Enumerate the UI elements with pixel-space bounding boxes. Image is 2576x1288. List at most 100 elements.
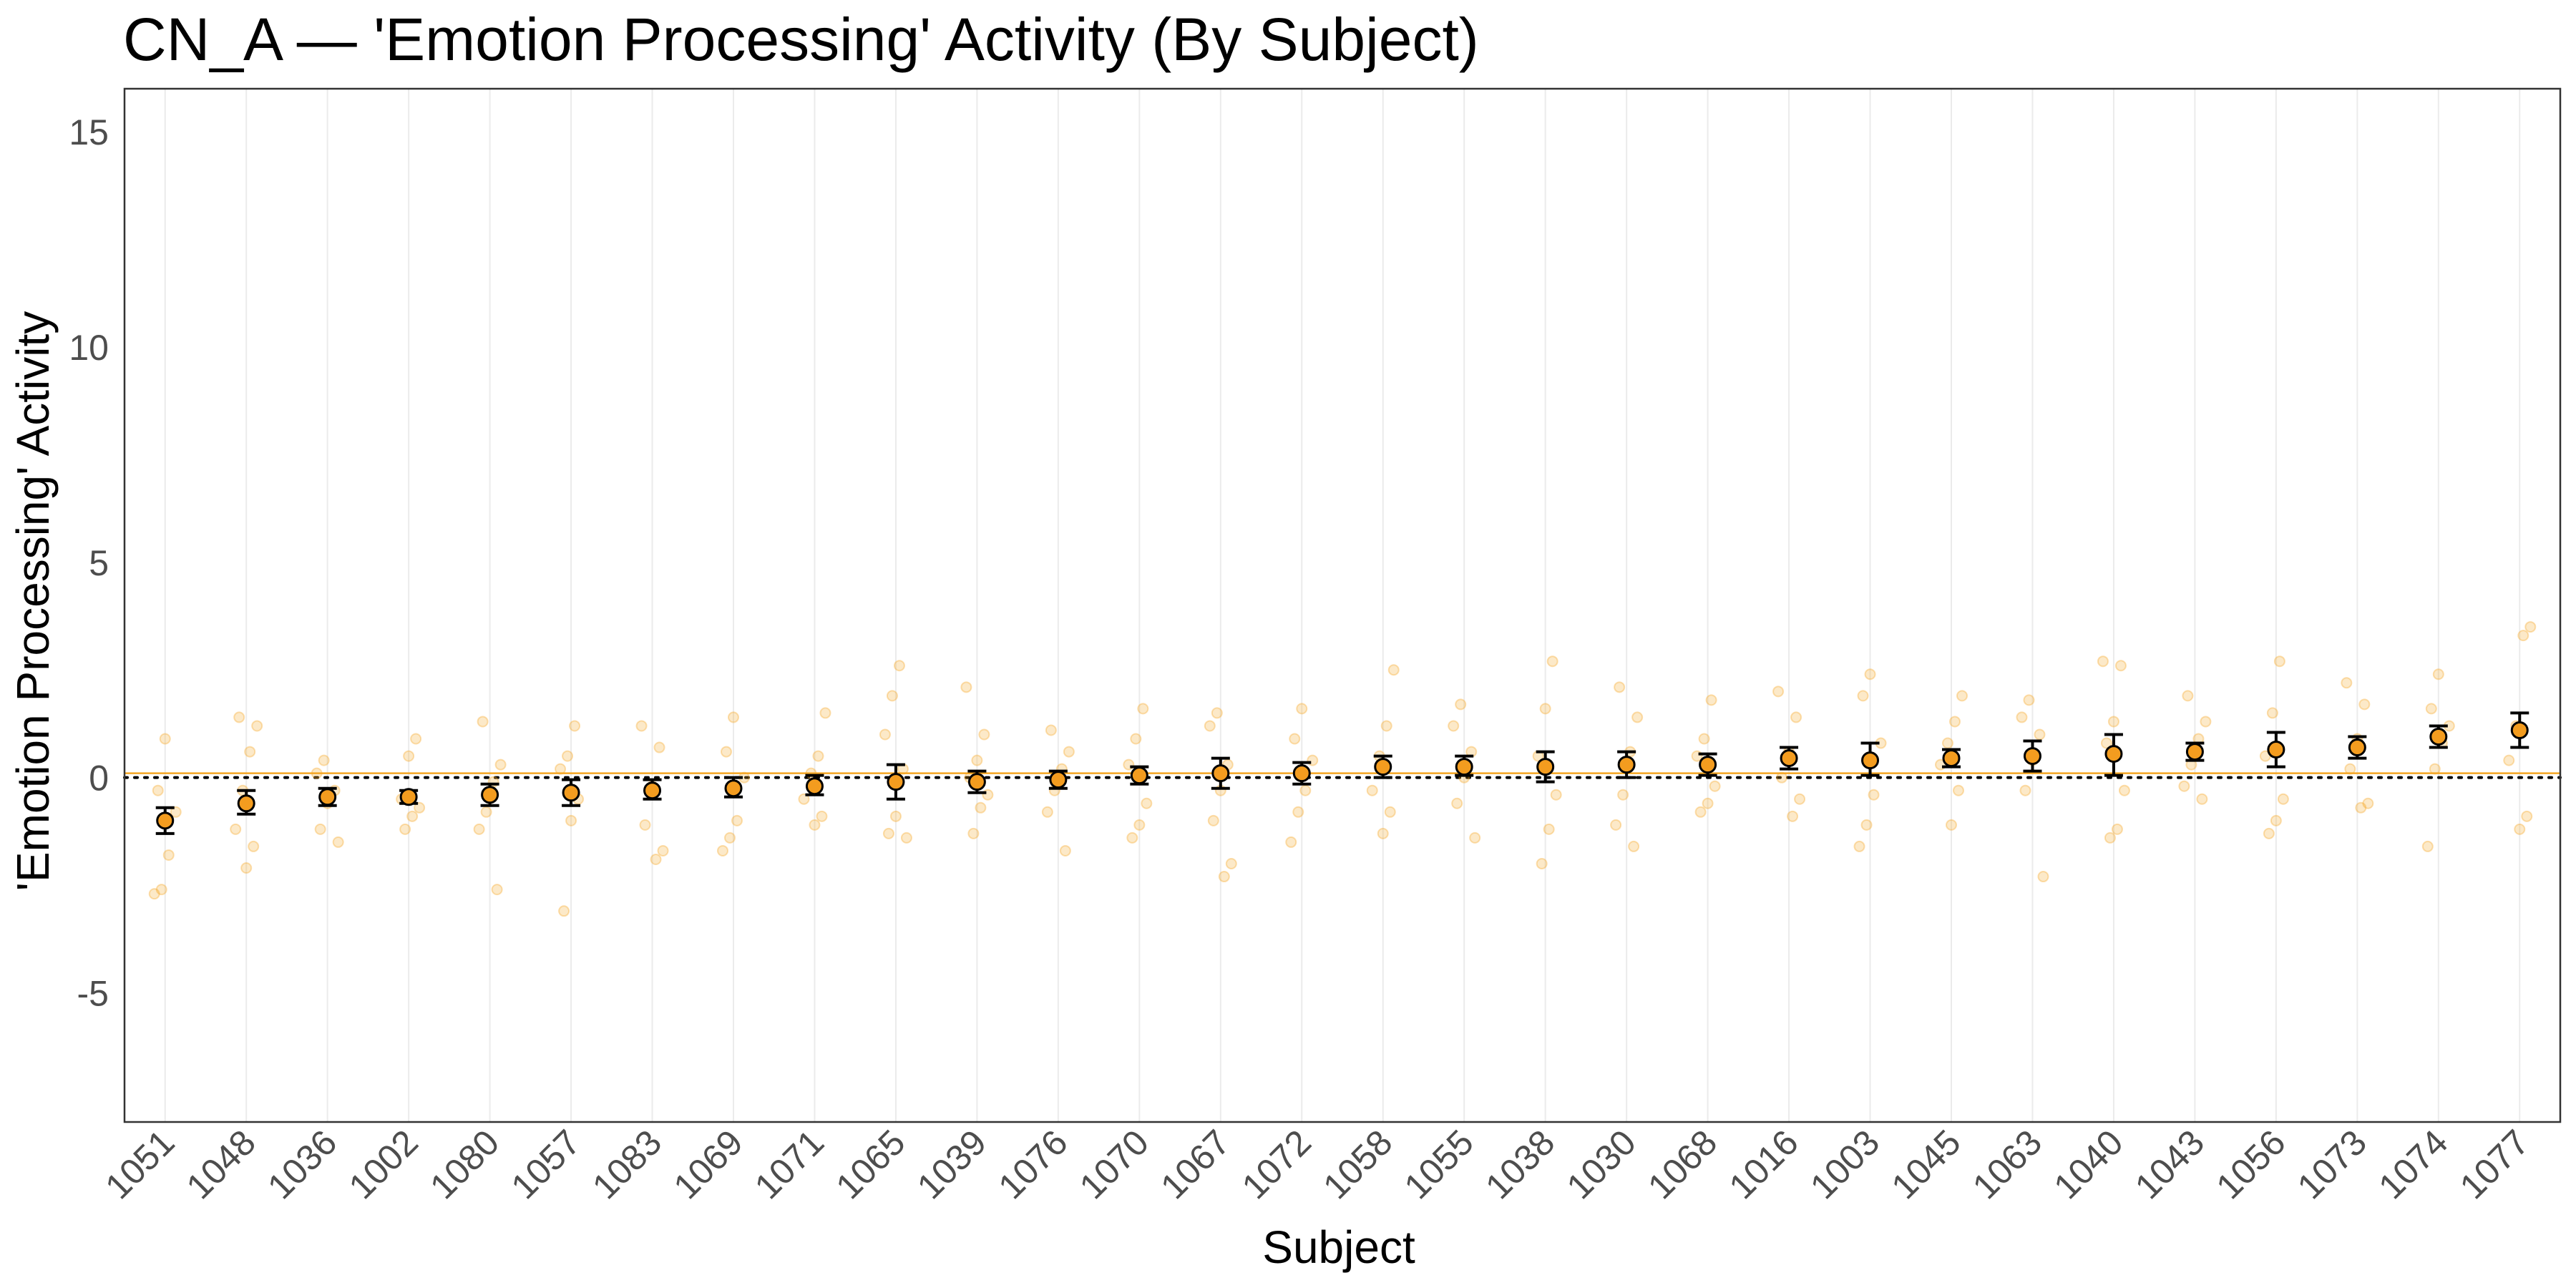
mean-point-1036 <box>318 788 337 806</box>
raw-point <box>240 862 253 874</box>
raw-point <box>2019 784 2031 796</box>
raw-point <box>721 746 732 758</box>
raw-point <box>1204 720 1216 732</box>
raw-point <box>414 801 426 814</box>
raw-point <box>1543 823 1555 835</box>
raw-point <box>1448 720 1460 732</box>
raw-point <box>1628 840 1640 852</box>
mean-point-1038 <box>1536 758 1555 776</box>
raw-point <box>2517 630 2529 642</box>
raw-point <box>558 905 570 917</box>
raw-point <box>332 836 344 848</box>
x-tick-label-1077: 1077 <box>2452 1122 2537 1206</box>
raw-point <box>565 814 577 826</box>
raw-point <box>1207 814 1219 826</box>
raw-point <box>1794 793 1806 805</box>
x-tick-label-1076: 1076 <box>990 1122 1075 1206</box>
raw-point <box>562 750 574 762</box>
raw-point <box>148 888 160 900</box>
raw-point <box>2097 655 2109 668</box>
mean-point-1083 <box>643 781 662 800</box>
raw-point <box>233 711 245 723</box>
raw-point <box>2432 668 2444 680</box>
raw-point <box>403 750 415 762</box>
mean-point-1055 <box>1455 758 1473 776</box>
raw-point <box>1292 806 1304 818</box>
raw-point <box>728 711 739 723</box>
raw-point <box>155 884 167 896</box>
summary-layer <box>155 711 2529 835</box>
raw-point <box>1225 858 1237 869</box>
mean-point-1072 <box>1292 764 1311 783</box>
raw-point <box>170 806 182 818</box>
x-tick-label-1002: 1002 <box>341 1122 426 1206</box>
raw-point <box>1289 733 1301 745</box>
mean-point-1030 <box>1617 756 1636 774</box>
raw-point <box>1546 655 1558 668</box>
x-tick-label-1038: 1038 <box>1478 1122 1562 1206</box>
raw-point <box>879 728 891 741</box>
mean-point-1063 <box>2023 747 2041 766</box>
raw-point <box>2178 780 2190 792</box>
raw-point <box>1045 724 1057 736</box>
x-tick-label-1058: 1058 <box>1315 1122 1400 1206</box>
mean-point-1076 <box>1049 771 1068 789</box>
raw-point <box>1059 844 1071 857</box>
raw-point <box>1377 827 1389 839</box>
raw-point <box>2514 823 2526 835</box>
x-tick-label-1016: 1016 <box>1722 1122 1806 1206</box>
y-tick-labels: -5 0 5 10 15 <box>69 112 109 1013</box>
raw-point <box>2016 711 2028 723</box>
x-axis-label: Subject <box>1262 1221 1415 1273</box>
raw-points-layer <box>148 621 2537 917</box>
x-tick-label-1030: 1030 <box>1559 1122 1644 1206</box>
x-tick-label-1045: 1045 <box>1884 1122 1968 1206</box>
raw-point <box>1384 806 1396 818</box>
raw-point <box>2429 763 2441 775</box>
raw-point <box>2266 707 2278 719</box>
raw-point <box>639 819 651 831</box>
raw-point <box>494 758 507 771</box>
raw-point <box>975 801 987 814</box>
x-tick-label-1070: 1070 <box>1072 1122 1156 1206</box>
mean-point-1080 <box>481 786 499 804</box>
raw-point <box>1631 711 1644 723</box>
raw-point <box>1469 831 1481 844</box>
raw-point <box>1285 836 1297 848</box>
x-tick-label-1074: 1074 <box>2371 1122 2455 1206</box>
raw-point <box>2425 703 2437 715</box>
raw-point <box>2524 621 2537 633</box>
raw-point <box>1694 806 1707 818</box>
x-tick-label-1055: 1055 <box>1397 1122 1481 1206</box>
x-tick-label-1067: 1067 <box>1153 1122 1237 1206</box>
raw-point <box>1041 806 1053 818</box>
raw-point <box>1299 784 1312 796</box>
x-tick-label-1068: 1068 <box>1640 1122 1724 1206</box>
raw-point <box>1953 784 1964 796</box>
raw-point <box>230 823 242 835</box>
raw-point <box>819 707 831 719</box>
raw-point <box>1860 819 1873 831</box>
raw-point <box>2503 754 2515 766</box>
y-axis-label: 'Emotion Processing' Activity <box>7 311 59 892</box>
x-tick-label-1073: 1073 <box>2290 1122 2374 1206</box>
mean-point-1067 <box>1211 764 1230 783</box>
raw-point <box>473 823 485 835</box>
raw-point <box>635 720 648 732</box>
y-tick-label: 0 <box>89 758 109 799</box>
raw-point <box>1868 789 1880 801</box>
mean-point-1051 <box>156 811 175 830</box>
raw-point <box>159 733 171 745</box>
raw-point <box>1063 746 1075 758</box>
mean-point-1065 <box>887 773 905 791</box>
x-tick-label-1083: 1083 <box>585 1122 669 1206</box>
x-tick-label-1072: 1072 <box>1234 1122 1319 1206</box>
x-tick-label-1069: 1069 <box>666 1122 751 1206</box>
chart-title: CN_A — 'Emotion Processing' Activity (By… <box>123 6 1479 73</box>
x-tick-label-1080: 1080 <box>422 1122 507 1206</box>
raw-point <box>1857 690 1869 702</box>
x-tick-label-1057: 1057 <box>504 1122 588 1206</box>
raw-point <box>893 660 905 672</box>
raw-point <box>653 741 665 753</box>
